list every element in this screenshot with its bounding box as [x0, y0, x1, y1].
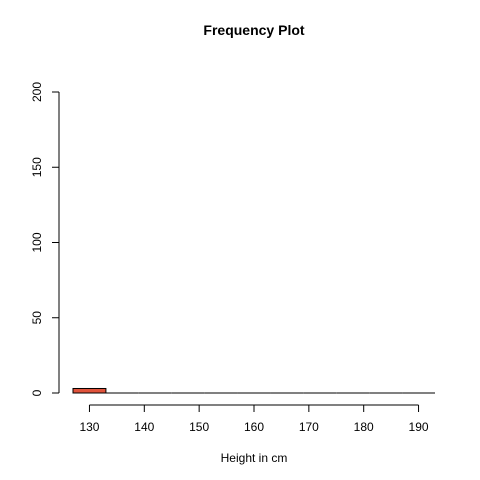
chart-title: Frequency Plot	[203, 22, 304, 38]
x-tick-label: 160	[244, 420, 264, 434]
histogram-bar	[72, 387, 107, 394]
x-tick-label: 170	[299, 420, 319, 434]
x-tick-label: 190	[409, 420, 429, 434]
x-tick-label: 150	[189, 420, 209, 434]
x-tick-label: 180	[354, 420, 374, 434]
x-tick-label: 130	[79, 420, 99, 434]
bars	[72, 387, 435, 394]
x-axis-title: Height in cm	[221, 451, 288, 465]
x-tick-label: 140	[134, 420, 154, 434]
x-axis: 130 140 150 160 170 180 190	[79, 404, 429, 434]
y-tick-label: 200	[30, 82, 44, 102]
y-axis: 0 50 100 150 200	[30, 82, 60, 396]
y-tick-label: 100	[30, 232, 44, 252]
y-tick-label: 0	[30, 389, 44, 396]
y-tick-label: 50	[30, 311, 44, 325]
y-tick-label: 150	[30, 157, 44, 177]
